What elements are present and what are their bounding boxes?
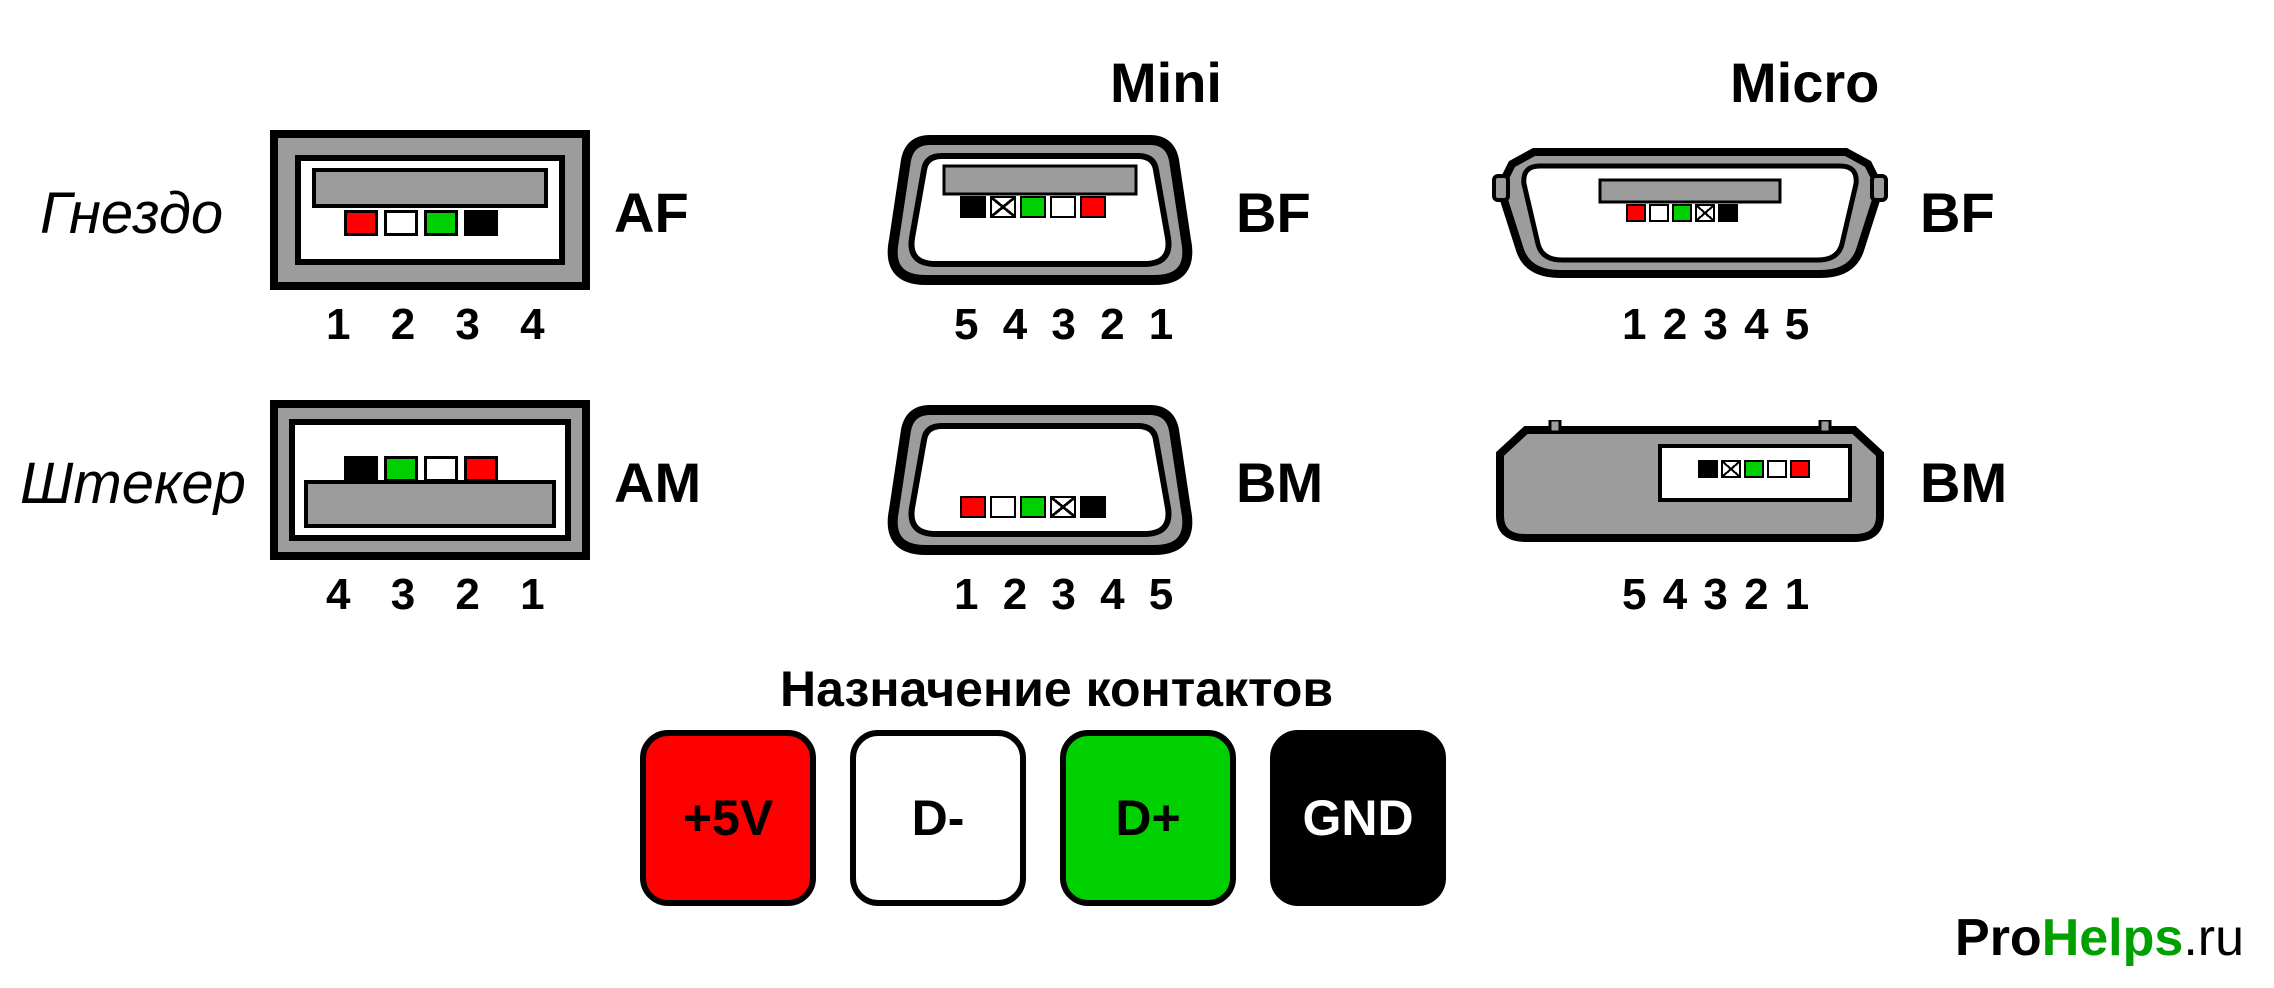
type-label-am: AM bbox=[614, 450, 701, 515]
pin-red bbox=[1626, 204, 1646, 222]
pin-strip-micro-bf bbox=[1626, 204, 1738, 222]
pin-numbers-mini-bf: 5 4 3 2 1 bbox=[954, 300, 1179, 350]
column-header-micro: Micro bbox=[1730, 50, 1879, 115]
pin-red bbox=[1790, 460, 1810, 478]
pin-white bbox=[1767, 460, 1787, 478]
pin-white bbox=[1050, 196, 1076, 218]
pin-white bbox=[384, 210, 418, 236]
pin-green bbox=[384, 456, 418, 482]
pin-red bbox=[344, 210, 378, 236]
pin-strip-micro-bm bbox=[1698, 460, 1810, 478]
legend-row: +5V D- D+ GND bbox=[640, 730, 1446, 906]
legend-title: Назначение контактов bbox=[780, 660, 1333, 718]
pin-x bbox=[990, 196, 1016, 218]
pin-white bbox=[990, 496, 1016, 518]
pin-green bbox=[1020, 196, 1046, 218]
pin-green bbox=[1020, 496, 1046, 518]
legend-box-gnd: GND bbox=[1270, 730, 1446, 906]
connector-am bbox=[270, 400, 590, 565]
pin-numbers-micro-bm: 5 4 3 2 1 bbox=[1622, 570, 1811, 620]
column-header-mini: Mini bbox=[1110, 50, 1222, 115]
row-label-socket: Гнездо bbox=[40, 180, 223, 247]
pin-strip-mini-bm bbox=[960, 496, 1106, 518]
pin-green bbox=[424, 210, 458, 236]
connector-micro-bm-shape bbox=[1490, 420, 1890, 550]
pin-white bbox=[424, 456, 458, 482]
pin-black bbox=[960, 196, 986, 218]
pin-black bbox=[1698, 460, 1718, 478]
pin-red bbox=[464, 456, 498, 482]
watermark: ProHelps.ru bbox=[1955, 908, 2244, 968]
connector-micro-bf bbox=[1490, 140, 1890, 295]
pin-white bbox=[1649, 204, 1669, 222]
type-label-micro-bm: BM bbox=[1920, 450, 2007, 515]
pin-strip-mini-bf bbox=[960, 196, 1106, 218]
connector-mini-bm bbox=[870, 400, 1210, 565]
type-label-af: AF bbox=[614, 180, 689, 245]
type-label-mini-bm: BM bbox=[1236, 450, 1323, 515]
watermark-helps: Helps bbox=[2042, 909, 2184, 967]
row-label-plug: Штекер bbox=[20, 450, 246, 517]
pin-strip-am bbox=[344, 456, 498, 482]
pin-x bbox=[1721, 460, 1741, 478]
pin-x bbox=[1695, 204, 1715, 222]
pin-numbers-mini-bm: 1 2 3 4 5 bbox=[954, 570, 1179, 620]
pin-black bbox=[344, 456, 378, 482]
pin-black bbox=[1080, 496, 1106, 518]
watermark-pro: Pro bbox=[1955, 909, 2042, 967]
pin-red bbox=[1080, 196, 1106, 218]
pin-black bbox=[464, 210, 498, 236]
pin-strip-af bbox=[344, 210, 498, 236]
legend-box-dminus: D- bbox=[850, 730, 1026, 906]
legend-box-dplus: D+ bbox=[1060, 730, 1236, 906]
connector-micro-bm bbox=[1490, 420, 1890, 555]
watermark-ru: .ru bbox=[2183, 909, 2244, 967]
pin-black bbox=[1718, 204, 1738, 222]
connector-mini-bm-shape bbox=[870, 400, 1210, 560]
pin-x bbox=[1050, 496, 1076, 518]
pin-red bbox=[960, 496, 986, 518]
connector-mini-bf bbox=[870, 130, 1210, 295]
pin-green bbox=[1672, 204, 1692, 222]
legend-box-5v: +5V bbox=[640, 730, 816, 906]
pin-green bbox=[1744, 460, 1764, 478]
connector-af bbox=[270, 130, 590, 295]
pin-numbers-af: 1 2 3 4 bbox=[326, 300, 559, 350]
pin-numbers-micro-bf: 1 2 3 4 5 bbox=[1622, 300, 1811, 350]
type-label-micro-bf: BF bbox=[1920, 180, 1995, 245]
pin-numbers-am: 4 3 2 1 bbox=[326, 570, 559, 620]
type-label-mini-bf: BF bbox=[1236, 180, 1311, 245]
